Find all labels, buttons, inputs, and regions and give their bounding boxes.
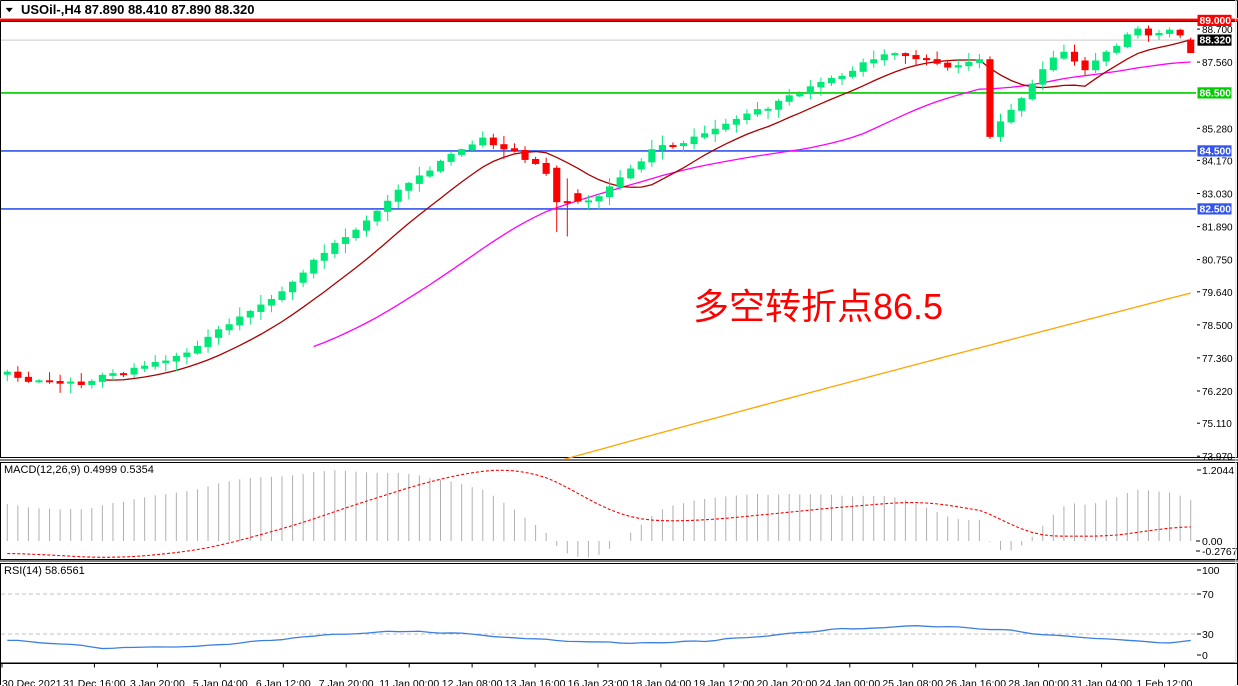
svg-text:73.970: 73.970 [1202,452,1233,463]
svg-text:24 Jan 00:00: 24 Jan 00:00 [819,678,880,686]
svg-text:RSI(14) 58.6561: RSI(14) 58.6561 [4,565,85,577]
svg-text:81.890: 81.890 [1202,223,1233,234]
svg-text:19 Jan 12:00: 19 Jan 12:00 [694,678,755,686]
svg-text:20 Jan 20:00: 20 Jan 20:00 [756,678,817,686]
svg-text:87.560: 87.560 [1202,58,1233,69]
svg-text:77.360: 77.360 [1202,354,1233,365]
svg-text:75.110: 75.110 [1202,419,1232,430]
svg-text:多空转折点86.5: 多空转折点86.5 [693,286,943,327]
svg-text:76.220: 76.220 [1202,387,1233,398]
svg-text:70: 70 [1202,589,1214,601]
svg-text:5 Jan 04:00: 5 Jan 04:00 [193,678,248,686]
svg-text:18 Jan 04:00: 18 Jan 04:00 [631,678,692,686]
svg-text:78.500: 78.500 [1202,321,1233,332]
svg-text:83.030: 83.030 [1202,190,1233,201]
svg-text:31 Dec 16:00: 31 Dec 16:00 [63,678,126,686]
svg-text:84.500: 84.500 [1200,146,1232,157]
svg-text:86.500: 86.500 [1200,88,1232,99]
svg-text:80.750: 80.750 [1202,256,1233,267]
svg-text:-0.2767: -0.2767 [1202,546,1238,558]
svg-text:1 Feb 12:00: 1 Feb 12:00 [1136,678,1192,686]
svg-text:100: 100 [1202,565,1220,577]
svg-text:79.640: 79.640 [1202,288,1233,299]
svg-text:28 Jan 00:00: 28 Jan 00:00 [1008,678,1069,686]
svg-text:6 Jan 12:00: 6 Jan 12:00 [256,678,311,686]
svg-text:30: 30 [1202,629,1214,641]
svg-text:89.000: 89.000 [1200,16,1232,27]
svg-text:USOil-,H4 87.890 88.410 87.89: USOil-,H4 87.890 88.410 87.890 88.320 [21,2,254,17]
svg-text:31 Jan 04:00: 31 Jan 04:00 [1071,678,1132,686]
svg-text:12 Jan 08:00: 12 Jan 08:00 [442,678,503,686]
svg-text:25 Jan 08:00: 25 Jan 08:00 [882,678,943,686]
svg-text:11 Jan 00:00: 11 Jan 00:00 [379,678,439,686]
svg-text:MACD(12,26,9) 0.4999 0.5354: MACD(12,26,9) 0.4999 0.5354 [4,464,154,476]
svg-text:82.500: 82.500 [1200,204,1232,215]
svg-text:84.170: 84.170 [1202,156,1233,167]
svg-text:16 Jan 23:00: 16 Jan 23:00 [568,678,629,686]
svg-text:30 Dec 2021: 30 Dec 2021 [2,678,62,686]
svg-text:3 Jan 20:00: 3 Jan 20:00 [130,678,185,686]
svg-text:88.320: 88.320 [1200,36,1232,47]
svg-text:7 Jan 20:00: 7 Jan 20:00 [319,678,374,686]
svg-text:13 Jan 16:00: 13 Jan 16:00 [505,678,566,686]
svg-text:1.2044: 1.2044 [1202,465,1234,477]
svg-text:0: 0 [1202,650,1208,662]
svg-text:85.280: 85.280 [1202,124,1233,135]
svg-text:26 Jan 16:00: 26 Jan 16:00 [945,678,1006,686]
